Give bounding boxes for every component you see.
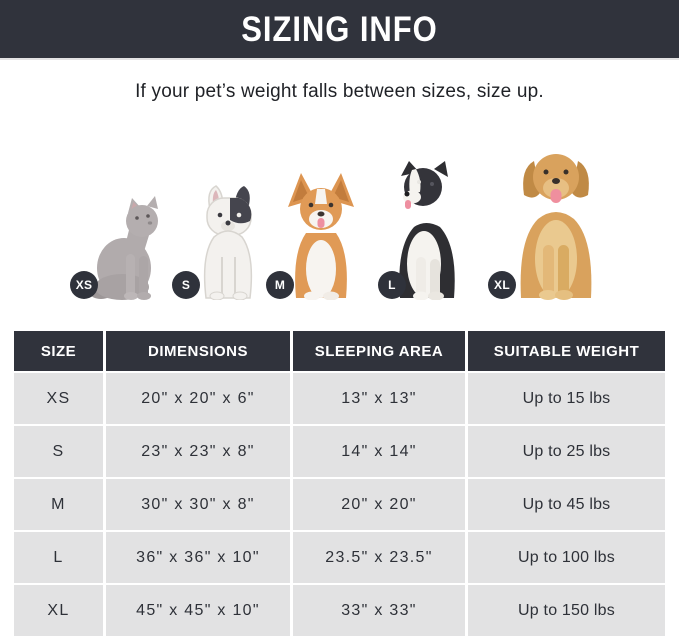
golden-retriever-illustration (520, 154, 592, 300)
column-header-suitable-weight: SUITABLE WEIGHT (468, 331, 665, 371)
border-collie-illustration (399, 161, 455, 300)
table-cell-size: M (14, 479, 103, 530)
pet-image-french-bulldog (197, 185, 259, 300)
size-badge-l: L (378, 271, 406, 299)
table-cell-dimensions: 20" x 20" x 6" (106, 373, 290, 424)
cat-illustration (90, 196, 158, 300)
table-cell-dimensions: 23" x 23" x 8" (106, 426, 290, 477)
size-badge-s: S (172, 271, 200, 299)
table-cell-sleeping-area: 14" x 14" (293, 426, 465, 477)
pet-image-golden-retriever (506, 147, 606, 300)
table-cell-size: XL (14, 585, 103, 636)
size-badge-m: M (266, 271, 294, 299)
french-bulldog-illustration (203, 185, 253, 300)
corgi-illustration (288, 173, 354, 300)
table-cell-sleeping-area: 23.5" x 23.5" (293, 532, 465, 583)
table-cell-suitable-weight: Up to 100 lbs (468, 532, 665, 583)
table-cell-sleeping-area: 20" x 20" (293, 479, 465, 530)
table-cell-suitable-weight: Up to 150 lbs (468, 585, 665, 636)
sizing-table: SIZE DIMENSIONS SLEEPING AREA SUITABLE W… (14, 331, 665, 636)
pet-image-corgi (278, 171, 364, 300)
table-cell-suitable-weight: Up to 15 lbs (468, 373, 665, 424)
table-cell-suitable-weight: Up to 25 lbs (468, 426, 665, 477)
column-header-dimensions: DIMENSIONS (106, 331, 290, 371)
column-header-sleeping-area: SLEEPING AREA (293, 331, 465, 371)
title-banner: SIZING INFO (0, 0, 679, 60)
table-cell-sleeping-area: 33" x 33" (293, 585, 465, 636)
size-badge-xs: XS (70, 271, 98, 299)
pets-row: XS S M L XL (0, 110, 679, 300)
table-cell-size: L (14, 532, 103, 583)
table-cell-suitable-weight: Up to 45 lbs (468, 479, 665, 530)
size-badge-xl: XL (488, 271, 516, 299)
pet-image-border-collie (388, 161, 468, 300)
table-cell-dimensions: 36" x 36" x 10" (106, 532, 290, 583)
table-cell-dimensions: 45" x 45" x 10" (106, 585, 290, 636)
column-header-size: SIZE (14, 331, 103, 371)
page-title: SIZING INFO (241, 8, 438, 49)
table-cell-size: XS (14, 373, 103, 424)
table-cell-dimensions: 30" x 30" x 8" (106, 479, 290, 530)
sizing-note: If your pet’s weight falls between sizes… (135, 81, 544, 102)
table-cell-sleeping-area: 13" x 13" (293, 373, 465, 424)
pet-image-cat (90, 196, 166, 300)
table-cell-size: S (14, 426, 103, 477)
